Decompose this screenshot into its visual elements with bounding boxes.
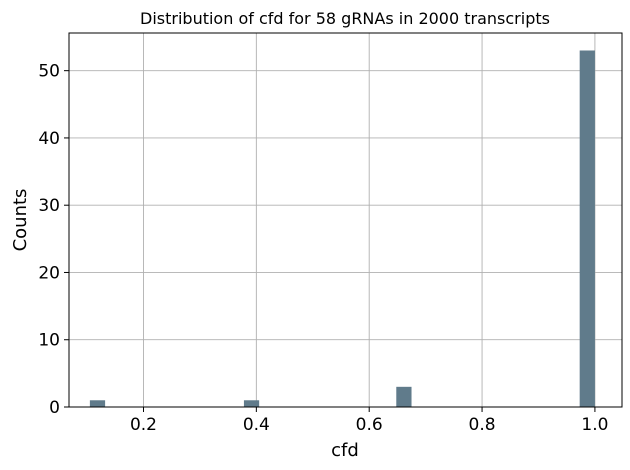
y-tick-label: 10 [38, 331, 60, 351]
x-tick-label: 1.0 [581, 415, 608, 435]
axis-ticks: 0.2 0.4 0.6 0.8 1.0 0 10 20 30 40 50 [38, 62, 608, 435]
y-tick-label: 20 [38, 263, 60, 283]
histogram-bar [396, 386, 412, 407]
plot-frame [68, 32, 623, 408]
x-tick-label: 0.2 [130, 415, 157, 435]
x-tick-label: 0.8 [469, 415, 496, 435]
grid-lines [69, 33, 622, 408]
histogram-bar [89, 400, 106, 407]
y-tick-label: 40 [38, 129, 60, 149]
histogram-bar [243, 400, 260, 407]
x-axis-label: cfd [331, 440, 359, 461]
histogram-bar [579, 50, 595, 408]
bars [89, 50, 595, 408]
x-tick-label: 0.4 [243, 415, 270, 435]
y-tick-label: 50 [38, 62, 60, 82]
y-tick-label: 0 [49, 398, 60, 418]
chart-title: Distribution of cfd for 58 gRNAs in 2000… [140, 9, 550, 28]
y-tick-label: 30 [38, 196, 60, 216]
y-axis-label: Counts [10, 189, 31, 252]
x-tick-label: 0.6 [356, 415, 383, 435]
